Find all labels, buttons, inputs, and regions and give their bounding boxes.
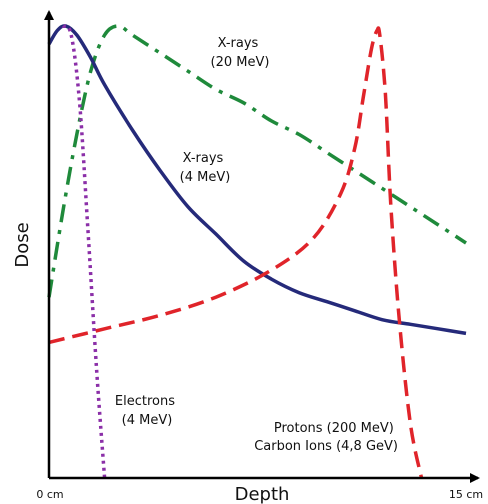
series-line-xray4 xyxy=(47,24,467,336)
series-line-xray20 xyxy=(47,24,467,298)
series-line-protons xyxy=(48,26,424,479)
series-label-protons: Protons (200 MeV) Carbon Ions (4,8 GeV) xyxy=(254,421,398,454)
series-layer xyxy=(47,24,467,479)
series-label-electrons: Electrons (4 MeV) xyxy=(115,394,179,428)
x-axis-title: Depth xyxy=(235,484,290,504)
y-axis-title: Dose xyxy=(12,222,33,267)
series-label-xray20: X-rays (20 MeV) xyxy=(211,36,270,70)
series-line-electrons xyxy=(61,24,107,479)
series-label-xray4: X-rays (4 MeV) xyxy=(180,151,231,185)
x-tick-label-start: 0 cm xyxy=(36,488,63,501)
x-tick-label-end: 15 cm xyxy=(449,488,483,501)
